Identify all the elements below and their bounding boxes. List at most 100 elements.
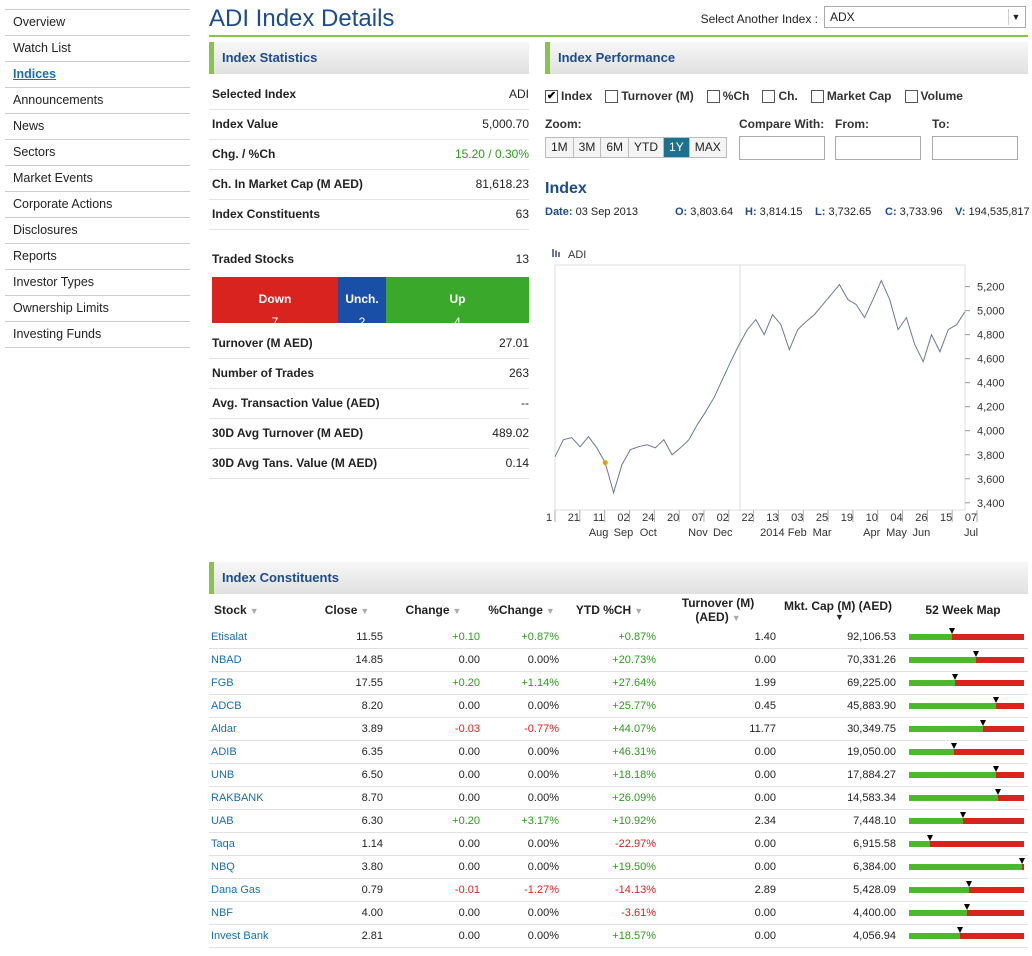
stat-value: 489.02 bbox=[492, 426, 529, 440]
zoom-button[interactable]: 3M bbox=[572, 137, 602, 158]
sidebar: Overview Watch List Indices Announcements Ne… bbox=[5, 9, 190, 348]
stock-link[interactable]: ADCB bbox=[209, 694, 309, 718]
stock-link[interactable]: NBF bbox=[209, 901, 309, 925]
nav-item[interactable]: Investor Types bbox=[5, 270, 190, 296]
table-row: ADIB 6.35 0.00 0.00% +46.31% 0.00 19,050.00 bbox=[209, 740, 1028, 764]
nav-item[interactable]: Watch List bbox=[5, 36, 190, 62]
stat-row: Index Constituents 63 bbox=[209, 200, 529, 230]
column-header[interactable]: Stock ▼ bbox=[209, 594, 309, 626]
checkbox[interactable]: %Ch bbox=[706, 89, 749, 103]
zoom-button[interactable]: 6M bbox=[600, 137, 630, 158]
stock-link[interactable]: ADIB bbox=[209, 740, 309, 764]
zoom-button[interactable]: YTD bbox=[628, 137, 665, 158]
stock-link[interactable]: Invest Bank bbox=[209, 924, 309, 948]
table-cell: 0.00 bbox=[658, 763, 778, 787]
stock-link[interactable]: Dana Gas bbox=[209, 878, 309, 902]
table-cell: +1.14% bbox=[482, 671, 561, 695]
section-header: Index Statistics bbox=[209, 42, 529, 74]
table-cell: 0.00% bbox=[482, 832, 561, 856]
table-cell: 70,331.26 bbox=[778, 648, 898, 672]
stat-value: 27.01 bbox=[498, 336, 529, 350]
y-tick-label: 4,000 bbox=[977, 426, 1005, 438]
table-cell: 3.80 bbox=[309, 855, 385, 879]
index-select[interactable]: ADX ▼ bbox=[824, 6, 1026, 28]
sort-arrow: ▼ bbox=[249, 606, 259, 616]
column-header[interactable]: Change ▼ bbox=[385, 594, 482, 626]
stock-link[interactable]: Etisalat bbox=[209, 626, 309, 649]
quote-label: O: bbox=[675, 206, 688, 218]
nav-item[interactable]: Market Events bbox=[5, 166, 190, 192]
table-cell: 0.00 bbox=[385, 924, 482, 948]
column-header[interactable]: Close ▼ bbox=[309, 594, 385, 626]
stat-label: Traded Stocks bbox=[212, 252, 295, 266]
map-cell bbox=[898, 648, 1028, 672]
quote-item: C: 3,733.96 bbox=[885, 206, 943, 218]
table-cell: 0.00% bbox=[482, 855, 561, 879]
nav-item[interactable]: Investing Funds bbox=[5, 322, 190, 348]
checkbox[interactable]: ✔ Index bbox=[545, 89, 592, 103]
stock-link[interactable]: Taqa bbox=[209, 832, 309, 856]
select-value: ADX bbox=[830, 10, 855, 24]
zoom-buttons: 1M 3M 6M YTD 1Y MAX bbox=[545, 137, 727, 158]
stock-link[interactable]: NBQ bbox=[209, 855, 309, 879]
sort-arrow: ▼ bbox=[360, 606, 370, 616]
nav-item[interactable]: Corporate Actions bbox=[5, 192, 190, 218]
constituents-table: Stock ▼ Close ▼ Change ▼ %Change ▼ YTD %CH ▼ Turno… bbox=[209, 594, 1028, 948]
stock-link[interactable]: NBAD bbox=[209, 648, 309, 672]
week52-map bbox=[909, 812, 1024, 824]
table-cell: 0.00 bbox=[385, 694, 482, 718]
compare-input[interactable] bbox=[739, 136, 825, 160]
zoom-button[interactable]: 1M bbox=[545, 137, 574, 158]
nav-item[interactable]: Overview bbox=[5, 10, 190, 36]
section-header: Index Performance bbox=[545, 42, 1028, 74]
column-header[interactable]: 52 Week Map bbox=[898, 594, 1028, 626]
stock-link[interactable]: UNB bbox=[209, 763, 309, 787]
checkbox[interactable]: Ch. bbox=[762, 89, 798, 103]
quote-item: Date: 03 Sep 2013 bbox=[545, 206, 638, 218]
nav-item[interactable]: Reports bbox=[5, 244, 190, 270]
header-row: Stock ▼ Close ▼ Change ▼ %Change ▼ YTD %CH ▼ Turno… bbox=[209, 594, 1028, 626]
stock-link[interactable]: UAB bbox=[209, 809, 309, 833]
stock-link[interactable]: RAKBANK bbox=[209, 786, 309, 810]
table-cell: 1.14 bbox=[309, 832, 385, 856]
x-month-label: Nov bbox=[688, 527, 708, 539]
column-header[interactable]: %Change ▼ bbox=[482, 594, 561, 626]
column-header[interactable]: YTD %CH ▼ bbox=[561, 594, 658, 626]
stat-value: 81,618.23 bbox=[475, 177, 529, 191]
to-input[interactable] bbox=[932, 136, 1018, 160]
column-header[interactable]: Mkt. Cap (M) (AED) ▼ bbox=[778, 594, 898, 626]
stock-link[interactable]: Aldar bbox=[209, 717, 309, 741]
checkbox-label: Turnover (M) bbox=[621, 89, 694, 103]
checkbox[interactable]: Turnover (M) bbox=[605, 89, 694, 103]
nav-item[interactable]: Announcements bbox=[5, 88, 190, 114]
quote-item: L: 3,732.65 bbox=[815, 206, 871, 218]
table-cell: 11.55 bbox=[309, 626, 385, 649]
stat-value: -- bbox=[521, 396, 529, 410]
quote-value: 3,803.64 bbox=[690, 206, 734, 218]
map-cell bbox=[898, 786, 1028, 810]
x-tick-label: 25 bbox=[816, 512, 828, 524]
stock-link[interactable]: FGB bbox=[209, 671, 309, 695]
nav-item[interactable]: Disclosures bbox=[5, 218, 190, 244]
from-input[interactable] bbox=[835, 136, 921, 160]
x-month-label: Jun bbox=[912, 527, 930, 539]
page-title: ADI Index Details bbox=[209, 5, 395, 32]
nav-item[interactable]: Ownership Limits bbox=[5, 296, 190, 322]
checkbox[interactable]: Volume bbox=[904, 89, 963, 103]
nav-item[interactable]: Sectors bbox=[5, 140, 190, 166]
quote-label: Date: bbox=[545, 206, 573, 218]
table-cell: 11.77 bbox=[658, 717, 778, 741]
column-header[interactable]: Turnover (M) (AED) ▼ bbox=[658, 594, 778, 626]
stat-row: Chg. / %Ch 15.20 / 0.30% bbox=[209, 140, 529, 170]
traded-segment: Down 7 bbox=[212, 277, 338, 329]
map-low bbox=[909, 749, 954, 755]
table-cell: +0.20 bbox=[385, 809, 482, 833]
nav-item[interactable]: Indices bbox=[5, 62, 190, 88]
nav-item[interactable]: News bbox=[5, 114, 190, 140]
zoom-button[interactable]: MAX bbox=[688, 137, 727, 158]
zoom-button[interactable]: 1Y bbox=[663, 137, 690, 158]
column-title: Turnover (M) (AED) bbox=[681, 596, 755, 624]
table-cell: -22.97% bbox=[561, 832, 658, 856]
checkbox[interactable]: Market Cap bbox=[810, 89, 892, 103]
